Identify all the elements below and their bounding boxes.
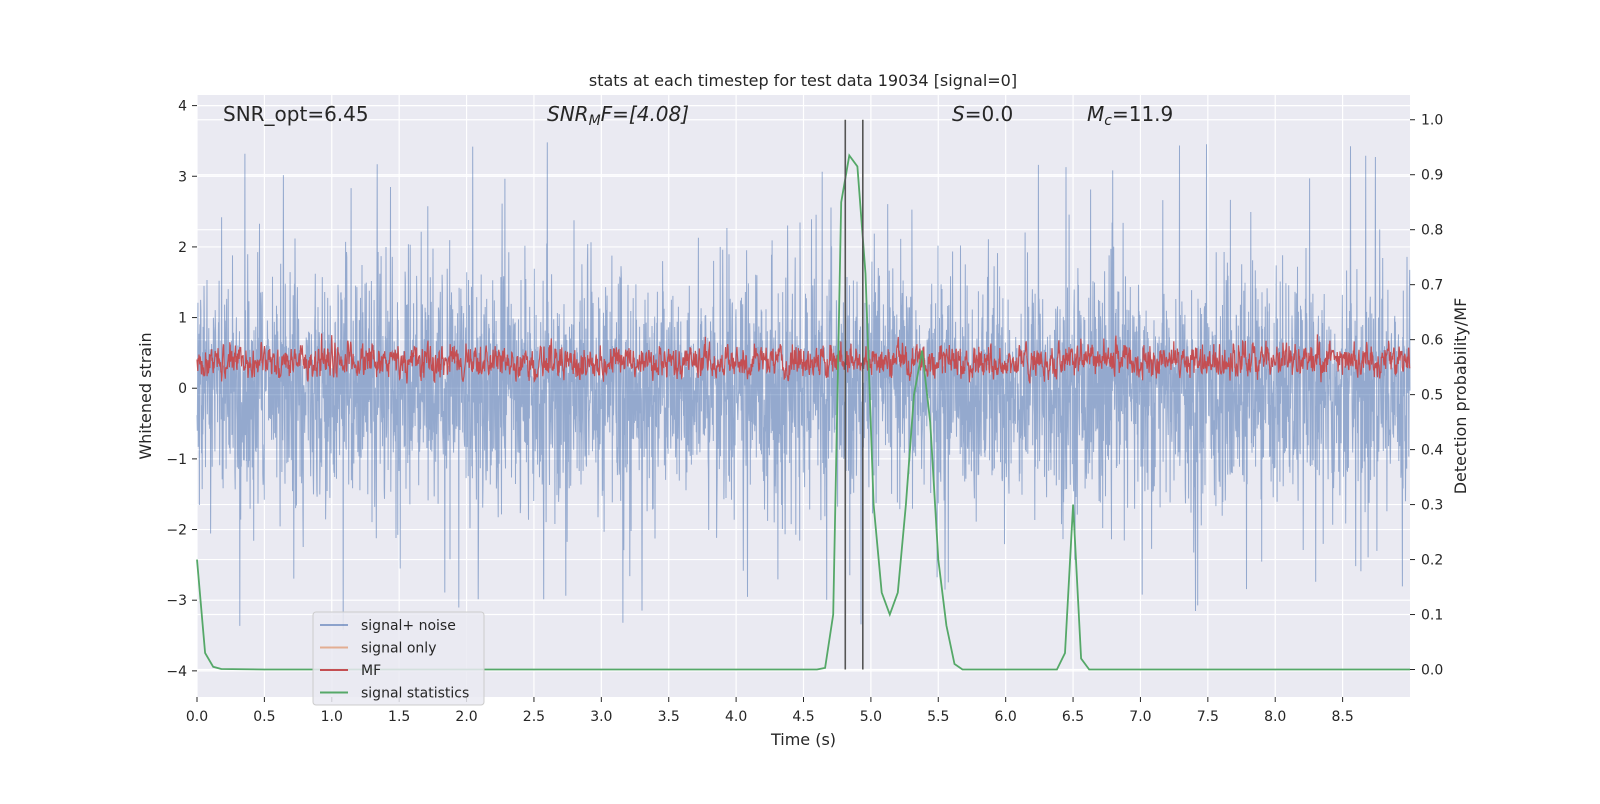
x-axis-label: Time (s) xyxy=(770,730,836,749)
y-axis-label-left: Whitened strain xyxy=(136,332,155,459)
x-tick-label: 2.5 xyxy=(523,709,545,725)
x-tick-label: 0.0 xyxy=(186,709,208,725)
x-tick-label: 8.0 xyxy=(1264,709,1286,725)
y-right-tick-label: 0.6 xyxy=(1421,333,1443,349)
x-tick-label: 6.0 xyxy=(995,709,1017,725)
y-left-tick-label: −3 xyxy=(166,593,187,609)
x-tick-label: 5.5 xyxy=(927,709,949,725)
series-signal-statistics xyxy=(196,153,1410,671)
snr-mf-rest: F=[4.08] xyxy=(601,102,689,126)
series-signal-noise xyxy=(196,142,1411,630)
y-right-tick-label: 0.2 xyxy=(1421,553,1443,569)
x-tick-label: 3.0 xyxy=(590,709,612,725)
x-tick-label: 1.5 xyxy=(388,709,410,725)
snr-mf-base: SNR xyxy=(547,102,589,126)
y-right-tick-label: 0.9 xyxy=(1421,168,1443,184)
x-tick-label: 5.0 xyxy=(860,709,882,725)
y-left-tick-label: 0 xyxy=(178,381,187,397)
mc-annotation: Mc=11.9 xyxy=(1087,102,1173,129)
y-right-tick-label: 0.7 xyxy=(1421,278,1443,294)
snr-mf-sub: M xyxy=(589,113,601,129)
legend-label: signal+ noise xyxy=(361,618,456,634)
x-tick-label: 4.0 xyxy=(725,709,747,725)
y-left-tick-label: 3 xyxy=(178,169,187,185)
snr-opt-annotation: SNR_opt=6.45 xyxy=(223,102,369,126)
y-right-tick-label: 0.5 xyxy=(1421,388,1443,404)
x-tick-label: 2.0 xyxy=(455,709,477,725)
mc-sub: c xyxy=(1104,113,1112,129)
y-left-tick-label: −1 xyxy=(166,452,187,468)
mc-base: M xyxy=(1087,102,1104,126)
y-left-tick-label: −2 xyxy=(166,523,187,539)
y-right-tick-label: 0.1 xyxy=(1421,608,1443,624)
legend-label: signal statistics xyxy=(361,686,469,702)
snr-mf-annotation: SNRMF=[4.08] xyxy=(547,102,689,129)
y-axis-label-right: Detection probability/MF xyxy=(1451,298,1470,495)
x-tick-label: 0.5 xyxy=(253,709,275,725)
y-left-tick-label: 4 xyxy=(178,99,187,115)
x-tick-label: 7.5 xyxy=(1197,709,1219,725)
legend-box xyxy=(312,611,485,706)
x-tick-label: 6.5 xyxy=(1062,709,1084,725)
legend-label: MF xyxy=(361,663,381,679)
y-right-tick-label: 0.0 xyxy=(1421,663,1443,679)
y-left-tick-label: 1 xyxy=(178,311,187,327)
y-right-tick-label: 0.4 xyxy=(1421,443,1443,459)
y-right-tick-label: 1.0 xyxy=(1421,113,1443,129)
s-rest: =0.0 xyxy=(965,102,1014,126)
mc-rest: =11.9 xyxy=(1112,102,1173,126)
y-left-tick-label: −4 xyxy=(166,664,187,680)
x-tick-label: 8.5 xyxy=(1331,709,1353,725)
legend-label: signal only xyxy=(361,641,436,657)
x-tick-label: 4.5 xyxy=(792,709,814,725)
series-mf xyxy=(196,333,1411,384)
legend: signal+ noise signal only MF signal statist… xyxy=(312,611,485,706)
s-annotation: S=0.0 xyxy=(952,102,1013,126)
chart-title: stats at each timestep for test data 190… xyxy=(589,71,1017,90)
y-left-tick-label: 2 xyxy=(178,240,187,256)
y-right-tick-label: 0.8 xyxy=(1421,223,1443,239)
y-right-tick-label: 0.3 xyxy=(1421,498,1443,514)
x-tick-label: 1.0 xyxy=(321,709,343,725)
x-tick-label: 3.5 xyxy=(658,709,680,725)
s-base: S xyxy=(952,102,965,126)
x-tick-label: 7.0 xyxy=(1129,709,1151,725)
